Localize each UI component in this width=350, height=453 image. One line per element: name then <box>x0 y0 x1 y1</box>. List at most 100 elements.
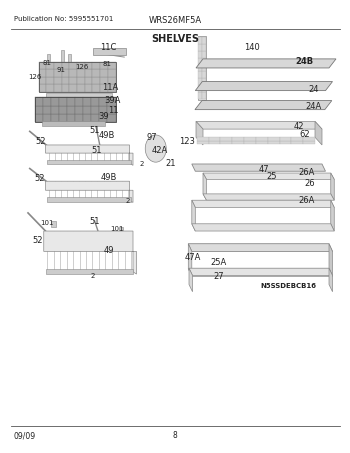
Bar <box>100 77 108 84</box>
Text: 81: 81 <box>43 59 52 66</box>
Bar <box>59 97 67 106</box>
Bar <box>35 97 116 122</box>
Bar <box>67 97 75 106</box>
Bar <box>46 269 133 274</box>
Circle shape <box>145 135 166 162</box>
Bar <box>268 140 280 144</box>
Bar <box>91 114 99 122</box>
Bar <box>107 106 116 114</box>
Polygon shape <box>44 231 136 274</box>
Polygon shape <box>188 244 192 276</box>
Polygon shape <box>203 173 206 200</box>
Bar <box>202 72 206 78</box>
Bar <box>46 62 54 69</box>
Bar <box>85 77 92 84</box>
Polygon shape <box>188 269 332 276</box>
Bar <box>85 84 92 92</box>
Bar <box>202 37 206 43</box>
Bar <box>107 114 116 122</box>
Bar <box>100 62 108 69</box>
Bar <box>83 114 91 122</box>
Text: 11A: 11A <box>102 83 118 92</box>
Bar <box>38 62 46 69</box>
Bar <box>92 77 100 84</box>
Bar <box>42 121 105 126</box>
Text: 47A: 47A <box>185 253 201 262</box>
Text: 52: 52 <box>33 236 43 245</box>
Text: 49B: 49B <box>100 173 117 182</box>
Bar <box>59 114 67 122</box>
Polygon shape <box>203 173 334 179</box>
Bar <box>198 51 202 58</box>
Text: 101: 101 <box>41 220 54 226</box>
Text: 09/09: 09/09 <box>14 431 36 440</box>
Text: 2: 2 <box>91 273 95 280</box>
Text: 2: 2 <box>126 198 130 204</box>
Polygon shape <box>192 200 195 231</box>
Text: 11: 11 <box>108 106 119 116</box>
Bar <box>62 69 69 77</box>
Polygon shape <box>196 59 336 68</box>
Bar <box>54 77 62 84</box>
Bar <box>62 62 69 69</box>
Polygon shape <box>192 224 334 231</box>
Bar <box>46 69 54 77</box>
Bar <box>69 62 77 69</box>
Bar <box>197 137 209 140</box>
Bar <box>291 137 303 140</box>
Bar <box>280 140 291 144</box>
Text: 62: 62 <box>299 130 310 139</box>
Bar <box>198 36 206 100</box>
Bar <box>43 114 51 122</box>
Bar <box>83 97 91 106</box>
Bar <box>68 54 71 72</box>
Bar <box>92 84 100 92</box>
Text: 24A: 24A <box>305 102 321 111</box>
Bar <box>93 48 126 55</box>
Bar <box>75 106 83 114</box>
Bar <box>92 62 100 69</box>
Bar <box>244 140 256 144</box>
Bar <box>77 69 85 77</box>
Text: 24B: 24B <box>295 57 314 66</box>
Text: 140: 140 <box>244 43 260 52</box>
Bar <box>198 37 202 43</box>
Bar <box>77 62 85 69</box>
Polygon shape <box>192 164 326 171</box>
Bar <box>232 140 244 144</box>
Bar <box>47 197 131 202</box>
Bar <box>75 97 83 106</box>
Bar <box>202 58 206 64</box>
Bar <box>220 140 232 144</box>
Bar <box>91 97 99 106</box>
Text: 42: 42 <box>294 122 304 131</box>
Bar <box>202 64 206 72</box>
Bar <box>51 114 59 122</box>
Bar <box>108 77 116 84</box>
Bar <box>46 77 54 84</box>
Bar <box>69 77 77 84</box>
Bar <box>83 106 91 114</box>
Text: 97: 97 <box>147 133 158 142</box>
Bar <box>209 140 220 144</box>
Text: 51: 51 <box>91 146 101 155</box>
Polygon shape <box>46 145 133 165</box>
Text: 52: 52 <box>35 137 46 146</box>
Bar <box>38 62 116 92</box>
Text: 91: 91 <box>57 67 66 73</box>
Bar <box>46 93 112 99</box>
Bar <box>202 51 206 58</box>
Bar <box>100 84 108 92</box>
Bar <box>99 97 107 106</box>
Bar <box>291 140 303 144</box>
Text: 42A: 42A <box>151 146 167 155</box>
Polygon shape <box>195 82 332 91</box>
Bar <box>244 137 256 140</box>
Bar <box>54 69 62 77</box>
Bar <box>202 85 206 92</box>
Bar <box>198 85 202 92</box>
Bar <box>69 84 77 92</box>
Bar <box>69 69 77 77</box>
Bar <box>197 140 209 144</box>
Polygon shape <box>203 194 334 200</box>
